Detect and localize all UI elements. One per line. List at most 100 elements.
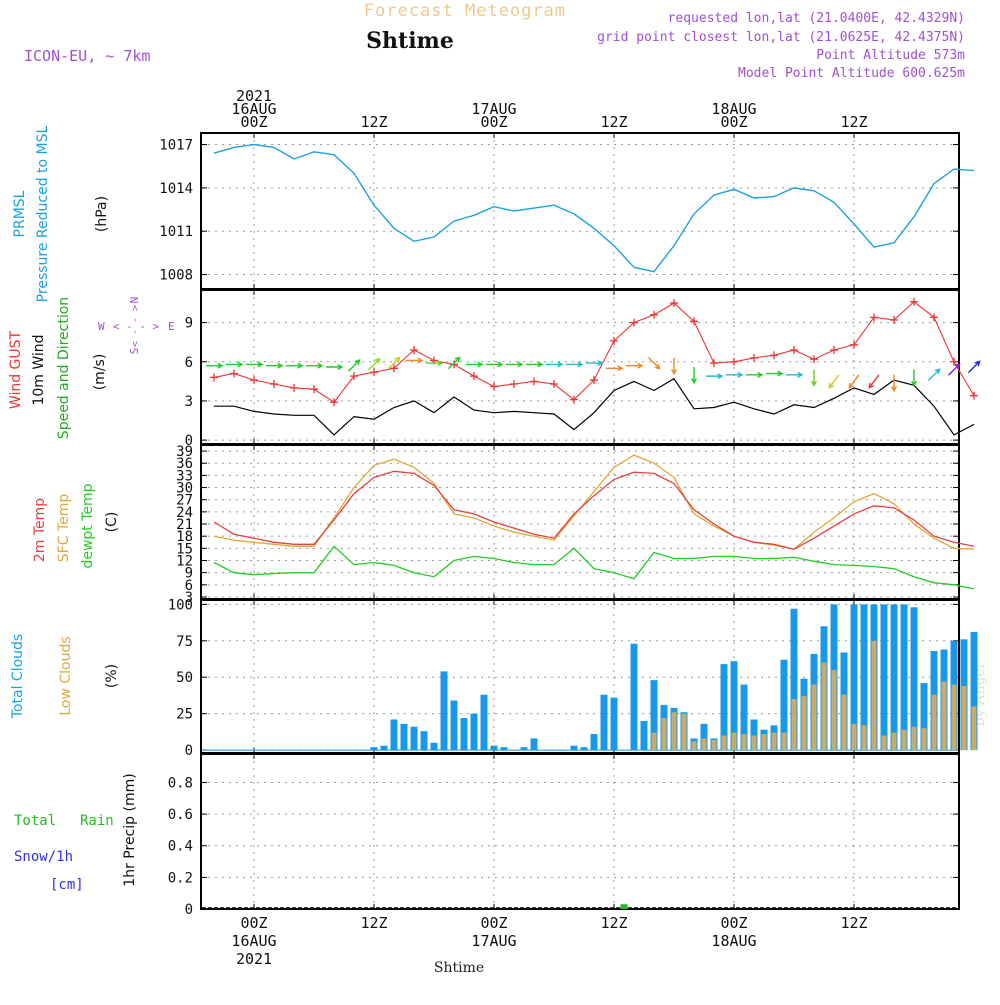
ytick-label: 12	[176, 554, 193, 570]
hpa-unit: (hPa)	[94, 196, 110, 232]
total-cloud-bar	[650, 680, 658, 751]
gust-marker	[350, 372, 358, 381]
total-clouds-label: Total Clouds	[10, 634, 26, 719]
low-cloud-bar	[841, 694, 847, 751]
compass-w: W	[98, 320, 105, 333]
wind-arrow	[910, 369, 918, 387]
wind-arrow	[566, 361, 584, 368]
top-time-label: 12Z	[600, 113, 627, 131]
gust-marker	[530, 377, 538, 386]
bottom-time-label: 12Z	[840, 914, 867, 932]
total-cloud-bar	[430, 742, 438, 751]
wind-arrow	[447, 356, 461, 370]
ytick-label: 100	[168, 597, 193, 613]
ytick-label: 24	[176, 505, 193, 521]
ytick-label: 0.4	[168, 839, 193, 855]
low-cloud-bar	[721, 735, 727, 751]
t2m-label: 2m Temp	[32, 498, 48, 562]
panel-frame	[200, 132, 960, 290]
low-cloud-bar	[901, 729, 907, 751]
gust-line	[213, 300, 975, 403]
ytick-label: 18	[176, 529, 193, 545]
panel-2: 0 3 6 9	[185, 289, 960, 449]
total-cloud-bar	[750, 719, 758, 751]
low-cloud-bar	[701, 738, 707, 751]
ytick-label: 6	[185, 355, 193, 371]
total-cloud-bar	[410, 726, 418, 751]
rain-bar	[620, 904, 628, 909]
low-cloud-bar	[891, 732, 897, 751]
gust-marker	[830, 346, 838, 355]
top-time-label: 12Z	[360, 113, 387, 131]
total-cloud-bar	[860, 604, 868, 751]
gust-marker	[910, 297, 918, 306]
wind-arrow	[347, 359, 361, 372]
low-cloud-bar	[681, 713, 687, 751]
ytick-label: 1017	[159, 138, 193, 154]
panel4-labels: Total Clouds Low Clouds (%)	[10, 634, 120, 719]
gust-marker	[570, 395, 578, 404]
gust-marker	[390, 364, 398, 373]
compass-icon: N S < - - > W < - - > E	[98, 297, 175, 355]
gust-marker	[870, 313, 878, 322]
ytick-label: 25	[176, 707, 193, 723]
wind-arrow	[786, 371, 804, 378]
chart-content: 1008101110141017036936912151821242730333…	[159, 87, 981, 968]
wind-arrow	[266, 362, 284, 369]
wind-arrow	[848, 374, 860, 389]
total-cloud-bar	[520, 747, 528, 751]
ytick-label: 30	[176, 481, 193, 497]
ytick-label: 0	[185, 433, 193, 449]
bottom-time-label: 00Z	[240, 914, 267, 932]
compass-horizontal-arrows: < - - >	[113, 320, 160, 333]
total-cloud-bar	[440, 671, 448, 751]
total-cloud-bar	[460, 718, 468, 751]
wind-arrow	[606, 365, 624, 372]
total-cloud-bar	[920, 683, 928, 751]
wind-arrow	[306, 362, 324, 369]
gust-marker	[770, 351, 778, 360]
ytick-label: 0	[185, 902, 193, 918]
wind-arrow	[766, 370, 784, 377]
total-cloud-bar	[890, 604, 898, 751]
wind-arrow	[586, 360, 604, 367]
gust-marker	[230, 369, 238, 378]
total-cloud-bar	[450, 700, 458, 751]
low-cloud-bar	[781, 732, 787, 751]
low-cloud-bar	[871, 640, 877, 751]
bottom-time-label: 12Z	[360, 914, 387, 932]
gridpoint-coords: grid point closest lon,lat (21.0625E, 42…	[597, 30, 965, 45]
ytick-label: 27	[176, 493, 193, 509]
ytick-label: 0	[185, 743, 193, 759]
ytick-label: 1014	[159, 181, 193, 197]
top-time-label: 00Z	[240, 113, 267, 131]
rain-label: Rain	[80, 813, 114, 829]
total-cloud-bar	[590, 734, 598, 751]
total-cloud-bar	[420, 731, 428, 751]
bottom-time-label: 18AUG	[711, 932, 756, 950]
low-cloud-bar	[771, 732, 777, 751]
gust-marker	[590, 376, 598, 385]
ytick-label: 1011	[159, 224, 193, 240]
pressure-line	[213, 143, 975, 273]
total-cloud-bar	[900, 604, 908, 751]
bottom-time-label: 00Z	[720, 914, 747, 932]
wind-arrow	[406, 357, 424, 364]
panel1-labels: PRMSL Pressure Reduced to MSL (hPa)	[12, 125, 110, 302]
wind-line	[214, 377, 975, 436]
ytick-label: 50	[176, 670, 193, 686]
total-cloud-bar	[390, 719, 398, 751]
bottom-time-label: 2021	[236, 950, 272, 968]
low-cloud-bar	[931, 694, 937, 751]
sfc-label: SFC Temp	[56, 494, 72, 563]
ytick-label: 0.8	[168, 775, 193, 791]
wind-arrow	[810, 369, 818, 387]
low-cloud-bar	[881, 735, 887, 751]
ytick-label: 39	[176, 444, 193, 460]
low-cloud-bar	[971, 706, 977, 751]
gust-marker	[210, 373, 218, 382]
wind-arrow	[426, 360, 444, 367]
total-cloud-bar	[570, 745, 578, 751]
total-label: Total	[14, 813, 56, 829]
wind-arrow	[387, 356, 401, 370]
